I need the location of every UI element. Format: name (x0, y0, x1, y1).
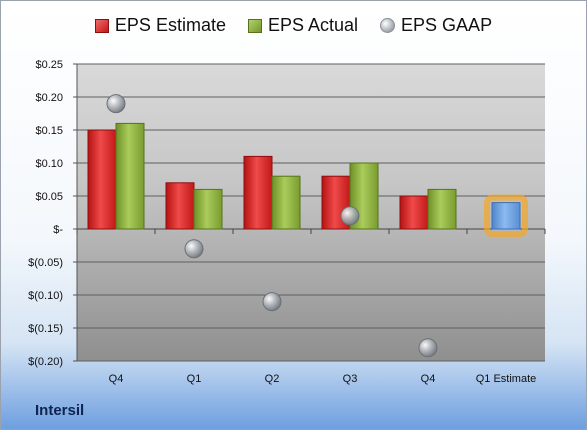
x-tick-label: Q3 (343, 373, 358, 385)
x-tick-label: Q1 Estimate (476, 373, 537, 385)
point-eps-gaap (418, 338, 438, 358)
point-eps-gaap (184, 239, 204, 259)
point-eps-gaap (262, 292, 282, 312)
y-tick-label: $(0.05) (28, 257, 63, 269)
legend: EPS Estimate EPS Actual EPS GAAP (1, 15, 586, 36)
gridlines (77, 63, 545, 362)
point-eps-gaap (340, 206, 360, 226)
x-tick-label: Q4 (109, 373, 124, 385)
y-tick-label: $0.25 (35, 59, 63, 71)
y-tick-label: $- (53, 224, 63, 236)
point-eps-gaap (106, 94, 126, 114)
bar-eps-actual (115, 122, 145, 230)
legend-item-eps-actual: EPS Actual (247, 15, 359, 36)
bar-q1-estimate (491, 202, 521, 230)
legend-item-eps-gaap: EPS GAAP (380, 15, 492, 36)
x-tick-label: Q2 (265, 373, 280, 385)
eps-estimate-swatch (94, 18, 109, 33)
x-axis: Q4 Q1 Q2 Q3 Q4 Q1 Estimate (76, 228, 546, 385)
legend-label-eps-estimate: EPS Estimate (114, 15, 226, 35)
company-name: Intersil (35, 402, 85, 419)
y-tick-label: $0.05 (35, 191, 63, 203)
bar-eps-actual (271, 175, 301, 230)
bar-eps-estimate (243, 155, 273, 230)
eps-gaap-swatch (380, 18, 396, 33)
legend-item-eps-estimate: EPS Estimate (94, 15, 226, 36)
bar-eps-estimate (87, 129, 117, 230)
x-tick-label: Q1 (187, 373, 202, 385)
plot-area (77, 64, 545, 361)
bar-eps-actual (193, 188, 223, 230)
eps-actual-swatch (247, 18, 262, 33)
bar-eps-actual (427, 188, 457, 230)
x-tick-label: Q4 (421, 373, 436, 385)
y-axis: $0.25 $0.20 $0.15 $0.10 $0.05 $- $(0.05) $(0.10… (28, 59, 78, 368)
y-tick-label: $0.15 (35, 125, 63, 137)
legend-label-eps-actual: EPS Actual (267, 15, 359, 35)
gaap-points (106, 94, 438, 358)
bar-eps-estimate (165, 182, 195, 230)
y-tick-label: $0.10 (35, 158, 63, 170)
estimate-highlight (484, 194, 528, 238)
legend-label-eps-gaap: EPS GAAP (401, 15, 493, 35)
y-tick-label: $0.20 (35, 92, 63, 104)
y-tick-label: $(0.15) (28, 323, 63, 335)
y-tick-label: $(0.20) (28, 356, 63, 368)
y-tick-label: $(0.10) (28, 290, 63, 302)
bar-eps-estimate (399, 195, 429, 230)
